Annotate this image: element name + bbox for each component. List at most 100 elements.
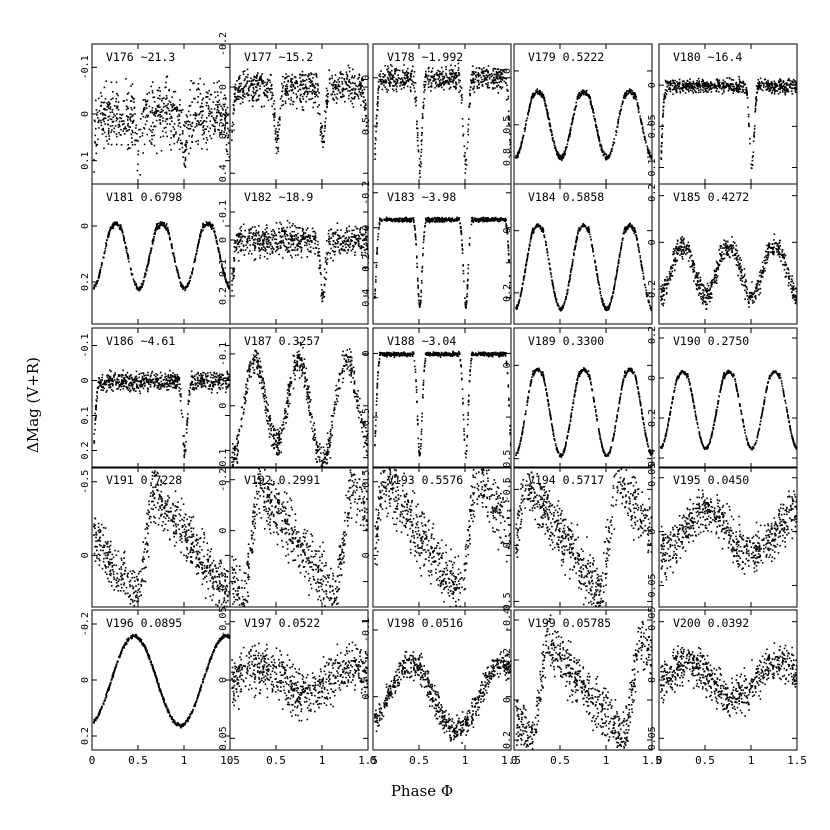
data-point: [399, 82, 402, 84]
data-point: [338, 85, 340, 87]
data-point: [222, 270, 225, 273]
data-point: [304, 232, 307, 234]
data-point: [242, 235, 245, 237]
data-point: [345, 82, 347, 85]
data-point: [757, 79, 760, 81]
data-point: [265, 249, 267, 251]
data-point: [294, 87, 296, 90]
data-point: [235, 247, 238, 250]
data-point: [291, 90, 293, 92]
data-point: [506, 88, 508, 91]
data-point: [677, 87, 679, 89]
data-point: [170, 245, 173, 247]
data-point: [298, 240, 301, 242]
data-point: [324, 125, 326, 127]
data-point: [787, 79, 789, 82]
data-point: [300, 240, 302, 243]
data-point: [497, 92, 500, 94]
data-point: [191, 136, 193, 138]
data-point: [473, 91, 476, 93]
data-point: [213, 133, 215, 135]
data-point: [233, 268, 235, 271]
data-point: [664, 91, 666, 94]
data-point: [200, 105, 202, 108]
data-point: [186, 285, 189, 288]
data-point: [157, 110, 160, 112]
data-point: [425, 70, 427, 73]
data-point: [264, 228, 267, 231]
data-point: [689, 82, 691, 85]
data-point: [664, 79, 667, 82]
y-tick-label: 0: [218, 237, 229, 243]
data-point: [702, 91, 705, 93]
data-point: [611, 144, 614, 147]
data-point: [194, 126, 197, 128]
data-point: [108, 234, 110, 236]
data-point: [121, 113, 124, 116]
data-point: [239, 236, 241, 238]
data-point: [327, 100, 329, 103]
data-point: [191, 101, 193, 103]
data-point: [162, 130, 164, 133]
data-point: [354, 254, 356, 256]
data-point: [333, 251, 335, 253]
data-point: [126, 252, 129, 255]
data-point: [685, 87, 687, 90]
data-point: [486, 85, 489, 88]
data-point: [421, 117, 424, 120]
data-point: [364, 238, 367, 240]
data-point: [710, 83, 713, 85]
data-point: [727, 82, 729, 85]
data-point: [102, 127, 104, 130]
data-point: [497, 78, 499, 80]
data-point: [697, 77, 700, 80]
data-point: [684, 92, 687, 94]
data-point: [464, 160, 467, 162]
data-point: [219, 256, 221, 259]
data-point: [165, 126, 167, 129]
data-point: [225, 115, 227, 118]
data-point: [226, 150, 228, 152]
data-point: [296, 245, 298, 247]
data-point: [375, 130, 377, 133]
data-point: [640, 121, 642, 123]
data-point: [98, 119, 100, 122]
data-point: [542, 94, 545, 96]
data-point: [342, 245, 344, 248]
data-point: [168, 143, 171, 146]
data-point: [344, 243, 347, 246]
data-point: [410, 73, 412, 76]
data-point: [357, 243, 360, 245]
data-point: [602, 153, 605, 156]
data-point: [292, 242, 295, 245]
data-point: [254, 247, 256, 250]
data-point: [120, 128, 122, 131]
data-point: [260, 78, 262, 81]
data-point: [287, 94, 289, 96]
data-point: [240, 225, 242, 228]
data-point: [365, 226, 367, 229]
data-point: [109, 118, 112, 120]
data-point: [786, 84, 788, 87]
data-point: [343, 235, 345, 237]
data-point: [478, 83, 480, 85]
data-point: [738, 76, 740, 78]
data-point: [184, 289, 186, 292]
data-point: [206, 101, 208, 104]
data-point: [301, 70, 304, 73]
data-point: [486, 79, 488, 81]
data-point: [256, 83, 259, 85]
data-point: [745, 90, 748, 92]
data-point: [250, 94, 253, 97]
data-point: [299, 88, 302, 91]
data-point: [333, 83, 335, 86]
data-point: [263, 85, 266, 87]
data-point: [725, 85, 727, 87]
data-point: [500, 69, 502, 71]
data-point: [731, 89, 734, 92]
data-point: [356, 94, 359, 96]
data-point: [168, 236, 171, 238]
data-point: [301, 84, 303, 86]
data-point: [283, 234, 286, 236]
data-point: [286, 238, 288, 241]
